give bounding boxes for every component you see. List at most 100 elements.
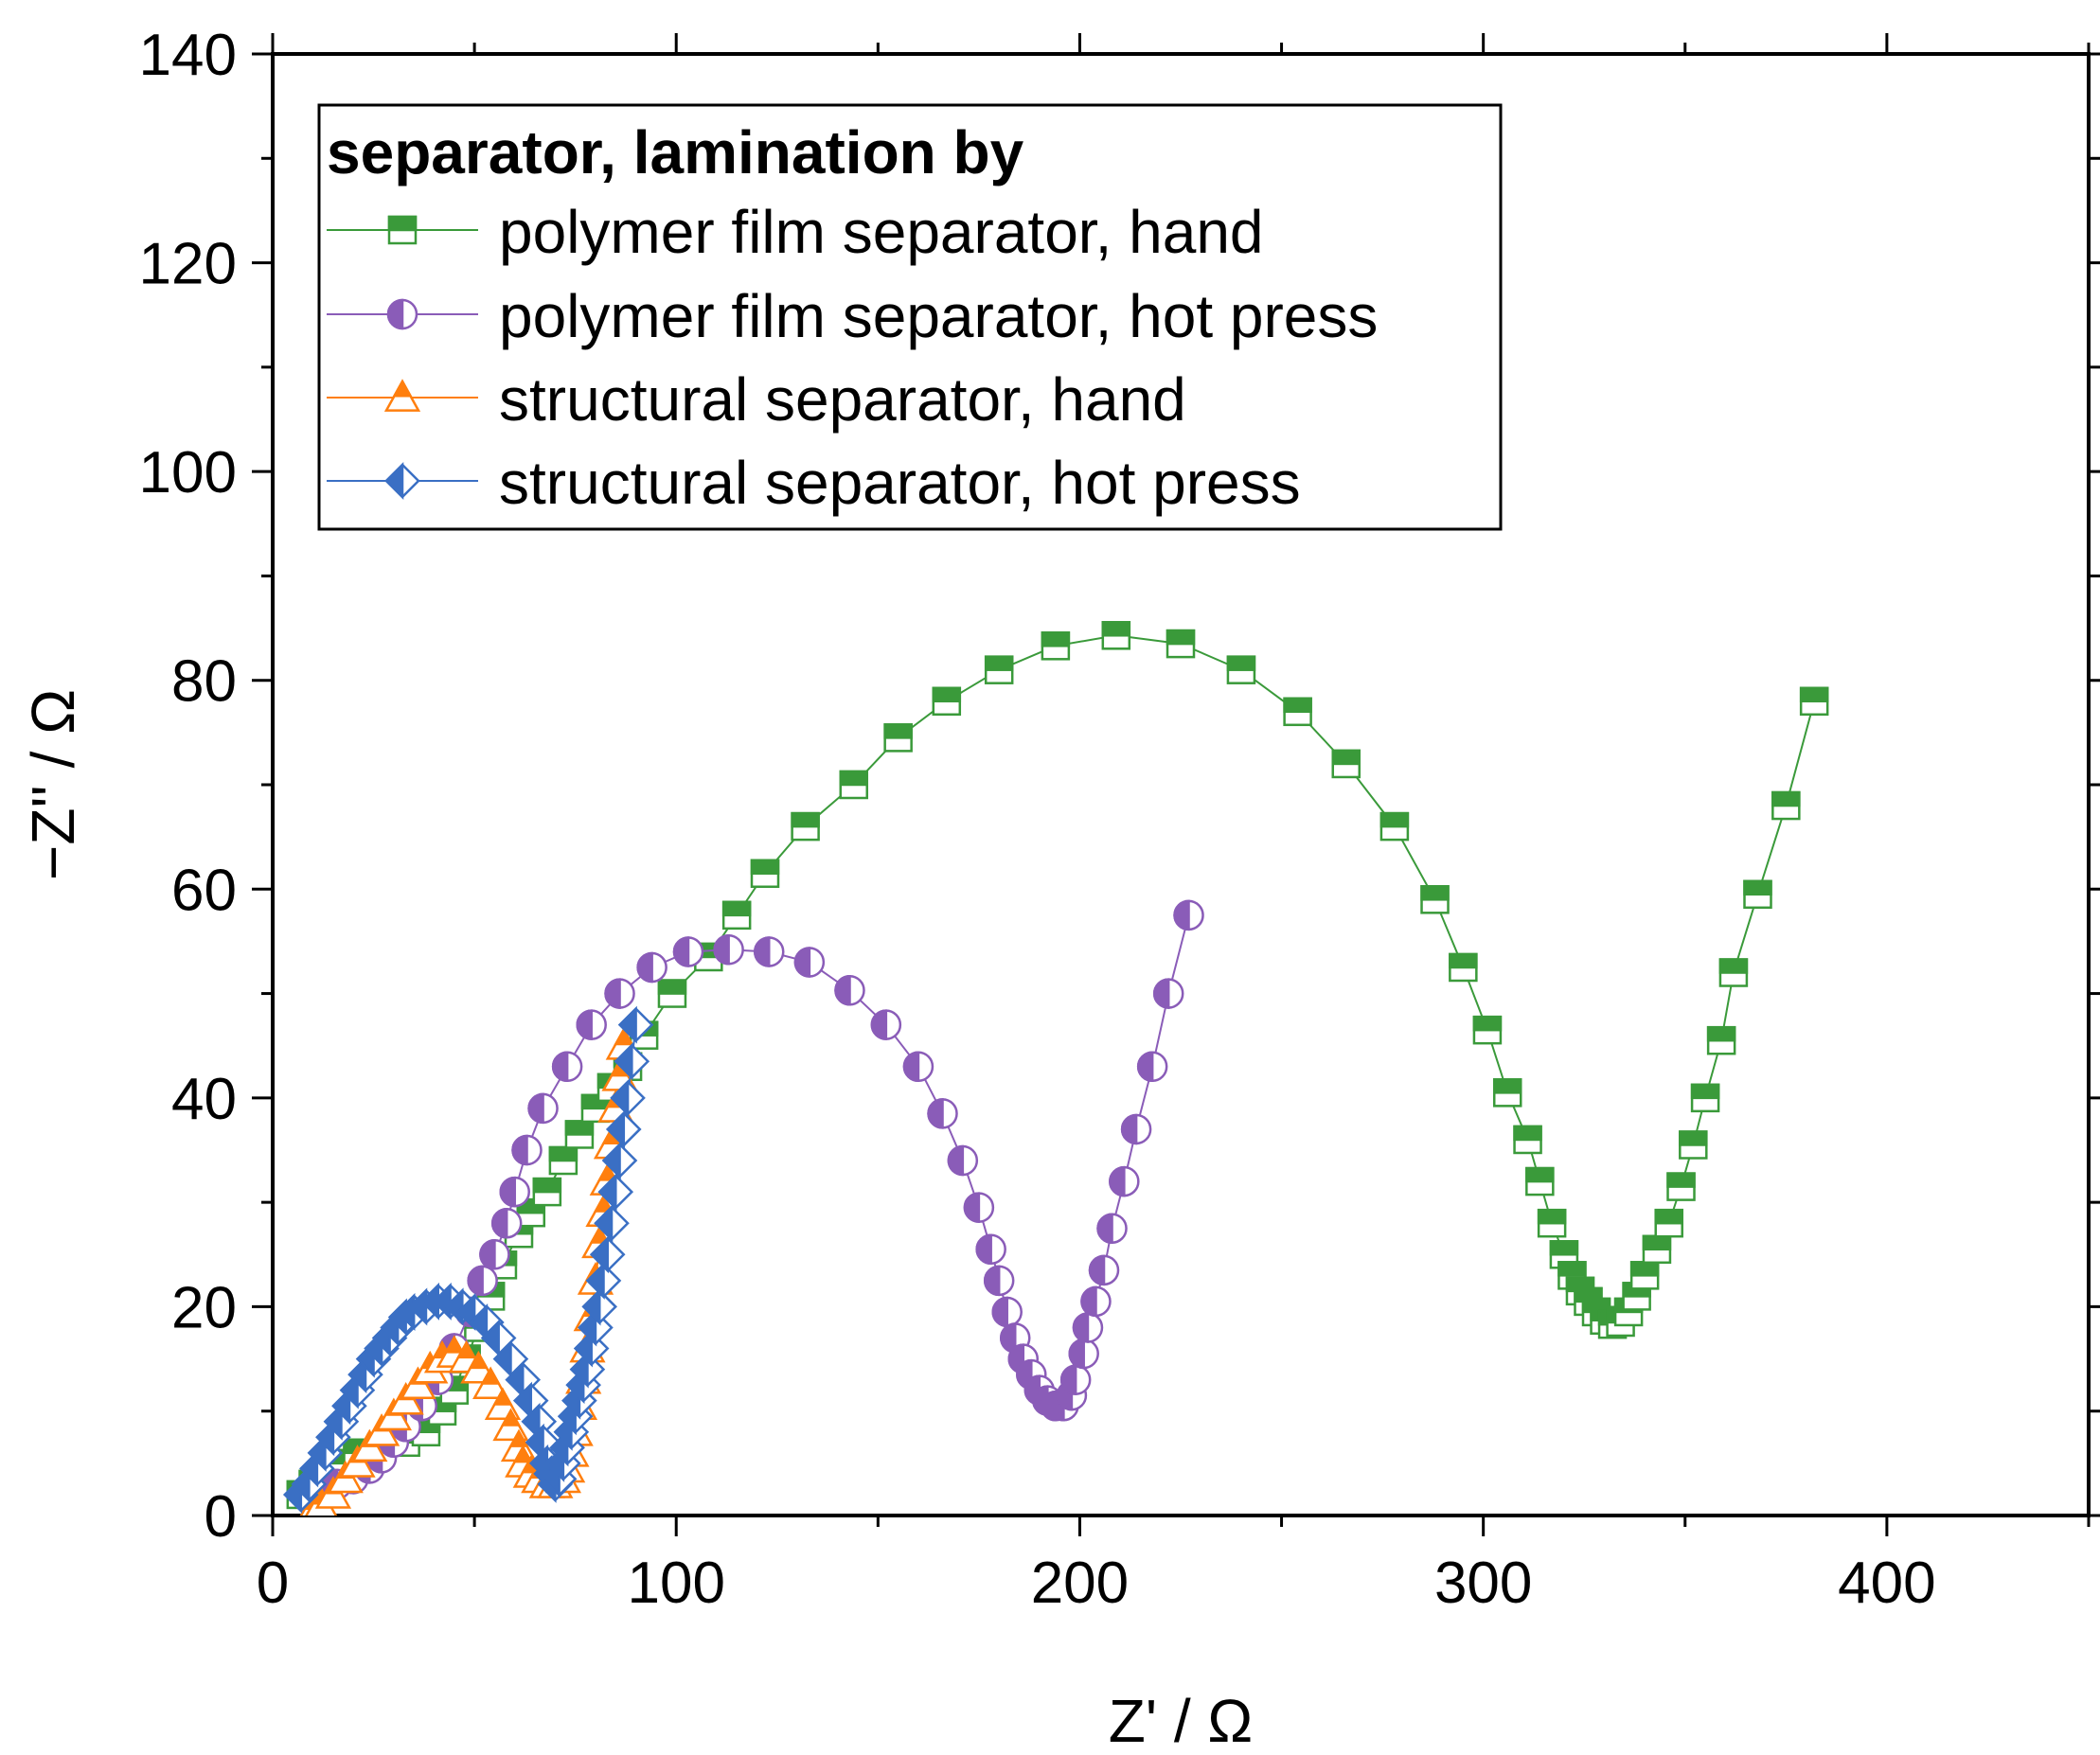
data-point bbox=[1068, 1338, 1099, 1370]
data-point bbox=[1679, 1130, 1708, 1160]
data-point bbox=[947, 1144, 979, 1177]
data-point bbox=[1379, 811, 1410, 842]
legend-label: polymer film separator, hot press bbox=[499, 282, 1378, 350]
legend-marker bbox=[386, 298, 418, 330]
legend-entry: polymer film separator, hot press bbox=[327, 282, 1378, 350]
legend-label: structural separator, hot press bbox=[499, 449, 1301, 517]
data-point bbox=[963, 1192, 995, 1223]
data-point bbox=[983, 1265, 1015, 1297]
data-point bbox=[1771, 790, 1801, 821]
data-point bbox=[1166, 629, 1196, 659]
data-point bbox=[984, 655, 1014, 684]
data-point bbox=[721, 900, 752, 931]
y-tick-label: 60 bbox=[171, 858, 237, 923]
data-point bbox=[614, 1042, 650, 1081]
data-point bbox=[594, 1204, 630, 1243]
data-point bbox=[975, 1233, 1006, 1266]
legend-title: separator, lamination by bbox=[327, 118, 1024, 186]
y-tick-label: 40 bbox=[171, 1067, 237, 1132]
data-point bbox=[617, 1005, 654, 1044]
data-point bbox=[1666, 1172, 1696, 1201]
data-point bbox=[1718, 958, 1749, 987]
legend-entry: structural separator, hot press bbox=[327, 449, 1301, 517]
data-point bbox=[1642, 1234, 1672, 1265]
data-point bbox=[1537, 1208, 1567, 1238]
data-point bbox=[839, 770, 869, 800]
y-tick-label: 120 bbox=[139, 232, 237, 297]
data-point bbox=[1449, 952, 1478, 983]
data-point bbox=[1331, 749, 1361, 779]
data-point bbox=[604, 978, 635, 1009]
data-point bbox=[1120, 1113, 1152, 1145]
data-point bbox=[834, 975, 865, 1006]
data-point bbox=[610, 1078, 646, 1117]
data-point bbox=[581, 1287, 618, 1326]
x-tick-label: 300 bbox=[1434, 1551, 1532, 1616]
data-point bbox=[657, 979, 687, 1008]
x-axis-title: Z' / Ω bbox=[1109, 1687, 1254, 1755]
legend-entry: structural separator, hand bbox=[327, 365, 1186, 434]
data-point bbox=[499, 1176, 530, 1208]
data-point bbox=[636, 951, 667, 984]
data-point bbox=[791, 811, 820, 842]
data-point bbox=[511, 1134, 543, 1166]
x-tick-label: 200 bbox=[1031, 1551, 1129, 1616]
data-point bbox=[527, 1092, 559, 1125]
data-point bbox=[754, 936, 785, 967]
legend-entries: polymer film separator, hand polymer film… bbox=[327, 198, 1378, 517]
data-point bbox=[1072, 1312, 1104, 1343]
data-point bbox=[479, 1239, 510, 1270]
data-point bbox=[793, 947, 826, 978]
data-point bbox=[532, 1177, 562, 1207]
data-point bbox=[1101, 621, 1131, 650]
data-point bbox=[1420, 885, 1450, 914]
data-point bbox=[589, 1235, 626, 1274]
legend-label: polymer film separator, hand bbox=[499, 198, 1264, 266]
data-point bbox=[902, 1051, 934, 1083]
data-point bbox=[1654, 1208, 1683, 1238]
data-point bbox=[1136, 1051, 1168, 1083]
series-4 bbox=[283, 1005, 654, 1514]
series-line bbox=[300, 634, 1816, 1496]
legend: separator, lamination by polymer film se… bbox=[317, 103, 1503, 531]
data-point bbox=[548, 1145, 578, 1176]
legend-label: structural separator, hand bbox=[499, 365, 1186, 434]
data-point bbox=[932, 686, 962, 717]
data-point bbox=[597, 1173, 634, 1212]
y-tick-label: 100 bbox=[139, 440, 237, 505]
data-point bbox=[883, 723, 913, 753]
data-point bbox=[1743, 879, 1772, 910]
data-point bbox=[1226, 655, 1256, 684]
data-point bbox=[1799, 686, 1829, 717]
y-tick-label: 140 bbox=[139, 23, 237, 88]
data-point bbox=[927, 1098, 958, 1129]
data-point bbox=[551, 1051, 583, 1083]
data-point bbox=[672, 936, 704, 967]
data-point bbox=[1629, 1261, 1660, 1290]
data-point bbox=[870, 1009, 902, 1040]
data-point bbox=[1096, 1213, 1128, 1244]
y-tick-label: 80 bbox=[171, 649, 237, 715]
x-tick-label: 100 bbox=[627, 1551, 724, 1616]
data-point bbox=[576, 1009, 607, 1040]
y-tick-label: 20 bbox=[171, 1275, 237, 1340]
data-point bbox=[1525, 1166, 1555, 1197]
data-point bbox=[1173, 899, 1204, 931]
legend-marker bbox=[383, 379, 421, 412]
series-layer bbox=[283, 621, 1829, 1516]
axis-ticks bbox=[252, 33, 2100, 1536]
data-point bbox=[1109, 1165, 1140, 1197]
data-point bbox=[1472, 1015, 1503, 1045]
data-point bbox=[750, 859, 780, 888]
data-point bbox=[1041, 631, 1071, 661]
data-point bbox=[606, 1109, 642, 1148]
legend-marker bbox=[387, 215, 418, 245]
data-point bbox=[1059, 1364, 1092, 1395]
data-point bbox=[991, 1296, 1023, 1328]
data-point bbox=[1513, 1125, 1542, 1155]
data-point bbox=[1492, 1078, 1522, 1108]
x-tick-label: 400 bbox=[1838, 1551, 1935, 1616]
data-point bbox=[713, 933, 744, 966]
data-point bbox=[1088, 1254, 1120, 1286]
